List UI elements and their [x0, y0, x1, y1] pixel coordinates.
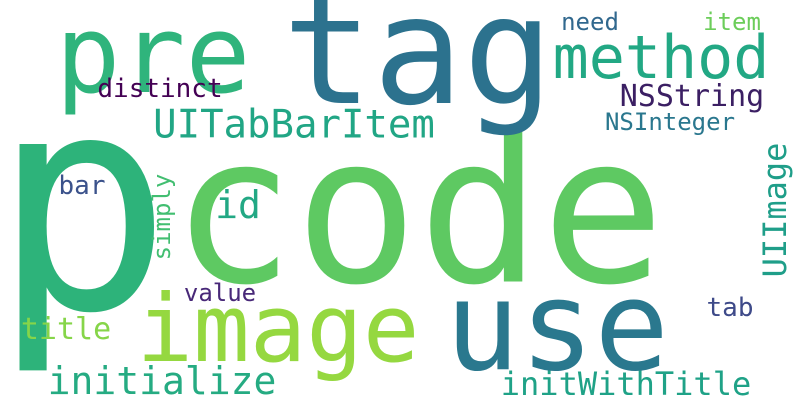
word-UITabBarItem: UITabBarItem [153, 102, 435, 148]
word-NSString: NSString [619, 79, 765, 114]
word-tab: tab [706, 293, 754, 323]
word-simply: simply [148, 173, 176, 261]
word-distinct: distinct [97, 74, 223, 104]
word-value: value [183, 279, 257, 307]
word-method: method [552, 23, 770, 93]
word-use: use [445, 255, 669, 399]
word-initWithTitle: initWithTitle [500, 365, 752, 400]
word-bar: bar [58, 171, 106, 201]
word-image: image [136, 275, 420, 384]
word-UIImage: UIImage [756, 142, 794, 278]
word-NSInteger: NSInteger [604, 108, 736, 136]
word-id: id [215, 183, 261, 227]
word-code: code [171, 92, 665, 331]
word-title: title [20, 312, 112, 347]
word-tag: tag [282, 0, 554, 139]
word-p: p [0, 30, 173, 379]
word-initialize: initialize [47, 359, 277, 400]
word-pre: pre [55, 0, 251, 118]
word-item: item [703, 8, 761, 36]
word-need: need [561, 8, 619, 36]
